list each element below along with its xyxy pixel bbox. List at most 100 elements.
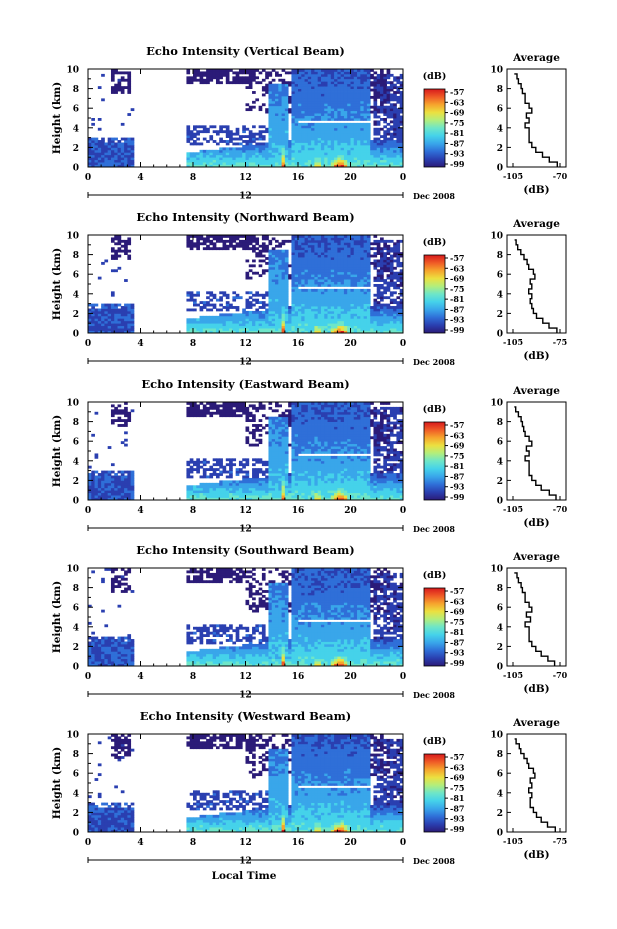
heatmap-cell [396, 252, 401, 255]
heatmap-cell [307, 110, 312, 114]
heatmap-cell [104, 149, 109, 153]
heatmap-cell [327, 320, 332, 324]
heatmap-cell [127, 306, 132, 309]
heatmap-cell [209, 325, 214, 329]
heatmap-cell [255, 301, 260, 304]
heatmap-cell [127, 257, 132, 260]
heatmap-cell [222, 402, 227, 405]
heatmap-cell [396, 274, 401, 278]
heatmap-cell [255, 313, 260, 317]
heatmap-cell [353, 303, 358, 307]
heatmap-cell [271, 301, 276, 304]
heatmap-cell [275, 113, 279, 116]
heatmap-cell [199, 460, 204, 464]
heatmap-cell [396, 286, 401, 290]
heatmap-cell [298, 100, 302, 104]
heatmap-cell [291, 303, 296, 307]
heatmap-cell [245, 149, 250, 153]
heatmap-cell [350, 144, 355, 148]
heatmap-cell [324, 310, 328, 314]
heatmap-cell [127, 154, 132, 158]
heatmap-cell [110, 318, 115, 322]
heatmap-cell [127, 237, 132, 241]
heatmap-cell [389, 83, 394, 87]
heatmap-cell [399, 164, 404, 168]
heatmap-cell [396, 306, 401, 309]
heatmap-cell [258, 162, 263, 165]
heatmap-cell [288, 162, 292, 165]
heatmap-cell [366, 86, 371, 89]
heatmap-cell [107, 485, 112, 489]
heatmap-cell [373, 137, 378, 141]
heatmap-cell [114, 254, 118, 258]
heatmap-cell [268, 284, 273, 287]
heatmap-cell [383, 318, 387, 322]
heatmap-cell [317, 83, 322, 87]
heatmap-cell [278, 132, 282, 136]
heatmap-cell [389, 113, 394, 116]
heatmap-cell [311, 88, 315, 92]
heatmap-cell [232, 490, 237, 494]
heatmap-cell [130, 149, 135, 153]
heatmap-cell [380, 298, 384, 302]
heatmap-cell [215, 468, 220, 471]
heatmap-cell [215, 76, 220, 80]
heatmap-cell [314, 164, 319, 168]
heatmap-cell [298, 301, 302, 304]
heatmap-cell [304, 308, 309, 312]
heatmap-cell [307, 69, 312, 72]
heatmap-cell [232, 78, 237, 82]
heatmap-cell [271, 162, 276, 165]
x-tick-label: 0 [400, 173, 406, 183]
heatmap-cell [120, 249, 125, 253]
heatmap-cell [337, 264, 342, 268]
heatmap-cell [363, 276, 368, 280]
heatmap-cell [288, 110, 292, 114]
heatmap-cell [261, 313, 266, 317]
heatmap-cell [219, 154, 223, 158]
heatmap-cell [110, 157, 115, 161]
heatmap-cell [245, 159, 250, 163]
heatmap-cell [324, 91, 328, 94]
heatmap-cell [232, 328, 237, 331]
y-tick-label: 2 [73, 144, 79, 154]
heatmap-cell [117, 247, 122, 251]
heatmap-cell [396, 301, 401, 304]
heatmap-cell [124, 323, 128, 327]
heatmap-cell [347, 237, 351, 241]
heatmap-cell [104, 144, 109, 148]
heatmap-cell [268, 320, 273, 324]
heatmap-cell [337, 284, 342, 287]
heatmap-cell [334, 306, 338, 309]
heatmap-cell [275, 100, 279, 104]
heatmap-cell [245, 487, 250, 491]
heatmap-cell [209, 242, 214, 246]
heatmap-cell [291, 310, 296, 314]
heatmap-cell [357, 81, 361, 85]
heatmap-cell [301, 252, 305, 255]
heatmap-cell [91, 144, 95, 148]
heatmap-cell [104, 303, 109, 307]
heatmap-cell [114, 419, 118, 422]
heatmap-cell [117, 239, 122, 243]
heatmap-cell [389, 276, 394, 280]
heatmap-cell [396, 259, 401, 263]
heatmap-cell [206, 159, 210, 163]
heatmap-cell [117, 78, 122, 82]
heatmap-cell [399, 127, 404, 131]
heatmap-cell [278, 323, 282, 327]
heatmap-cell [376, 132, 381, 136]
heatmap-cell [206, 409, 210, 413]
heatmap-cell [301, 318, 305, 322]
heatmap-cell [235, 78, 240, 82]
heatmap-cell [350, 86, 355, 89]
heatmap-cell [301, 140, 305, 143]
heatmap-cell [258, 328, 263, 331]
heatmap-cell [238, 485, 243, 489]
heatmap-cell [347, 132, 351, 136]
heatmap-cell [124, 495, 128, 498]
heatmap-cell [320, 108, 325, 112]
heatmap-cell [330, 154, 335, 158]
heatmap-cell [366, 135, 371, 138]
heatmap-cell [298, 291, 302, 295]
